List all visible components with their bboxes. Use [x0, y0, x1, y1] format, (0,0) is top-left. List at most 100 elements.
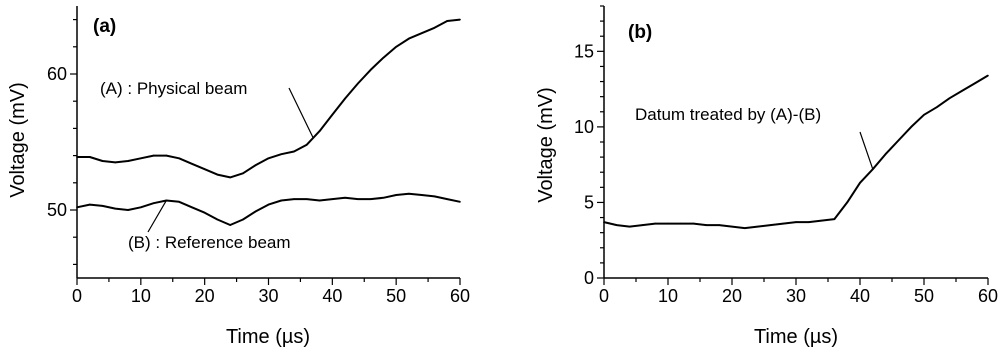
data-point	[654, 222, 656, 225]
data-point	[318, 130, 321, 132]
data-point	[616, 224, 618, 226]
data-point	[718, 224, 720, 226]
data-point	[178, 157, 180, 160]
data-point	[254, 164, 257, 166]
data-point	[101, 205, 104, 207]
data-point	[667, 222, 669, 225]
data-point	[140, 157, 142, 160]
data-point	[692, 222, 695, 225]
x-tick-label: 60	[450, 286, 470, 306]
data-point	[114, 161, 117, 164]
data-point	[88, 156, 91, 158]
data-point	[152, 202, 155, 204]
data-point	[705, 224, 708, 226]
data-point	[331, 198, 334, 200]
y-axis-title: Voltage (mV)	[535, 87, 557, 203]
x-tick-label: 20	[722, 286, 742, 306]
data-point	[756, 225, 759, 228]
data-point	[744, 227, 746, 229]
data-point	[395, 46, 397, 48]
data-point	[808, 221, 810, 223]
annotation-leader	[859, 131, 874, 170]
data-point	[420, 32, 423, 34]
series-line-0	[77, 18, 461, 179]
x-tick-label: 50	[386, 286, 406, 306]
data-point	[357, 198, 359, 200]
data-point	[140, 206, 142, 209]
data-point	[641, 224, 644, 226]
data-point	[76, 156, 78, 158]
x-tick-label: 0	[599, 286, 609, 306]
data-point	[395, 194, 397, 196]
y-tick-label: 10	[574, 117, 594, 137]
data-point	[459, 18, 461, 21]
data-point	[446, 198, 449, 200]
data-point	[101, 160, 104, 162]
data-point	[344, 196, 346, 199]
data-point	[769, 224, 772, 226]
data-point	[280, 153, 283, 156]
data-point	[433, 195, 436, 198]
data-point	[408, 37, 410, 40]
data-point	[459, 201, 461, 203]
data-point	[344, 97, 346, 100]
annotation-leader	[288, 87, 314, 139]
data-point	[88, 203, 91, 206]
x-tick-label: 20	[195, 286, 215, 306]
data-point	[293, 198, 295, 200]
series-line-1	[76, 192, 461, 226]
data-point	[795, 221, 797, 223]
data-point	[369, 198, 372, 200]
data-point	[420, 194, 423, 196]
data-point	[127, 209, 129, 211]
data-point	[433, 26, 436, 29]
x-tick-label: 10	[658, 286, 678, 306]
data-point	[369, 69, 372, 71]
x-tick-label: 0	[72, 286, 82, 306]
data-point	[306, 143, 308, 146]
data-point	[229, 224, 231, 226]
x-tick-label: 50	[914, 286, 934, 306]
y-tick-label: 50	[47, 200, 67, 220]
data-point	[293, 150, 295, 153]
y-tick-label: 15	[574, 41, 594, 61]
y-tick-label: 5	[584, 192, 594, 212]
data-point	[846, 201, 848, 204]
data-point	[165, 154, 168, 157]
y-axis-title: Voltage (mV)	[7, 82, 29, 198]
data-point	[731, 225, 733, 228]
data-point	[987, 74, 989, 77]
annotation-text: Datum treated by (A)-(B)	[635, 105, 821, 124]
data-point	[603, 221, 605, 223]
data-point	[114, 207, 117, 210]
data-point	[152, 154, 155, 157]
x-axis-title: Time (µs)	[226, 326, 310, 348]
data-point	[961, 89, 964, 92]
data-point	[948, 97, 951, 99]
x-tick-label: 30	[786, 286, 806, 306]
data-point	[408, 192, 410, 195]
annotation-text: (B) : Reference beam	[128, 233, 291, 252]
data-point	[216, 173, 219, 176]
annotation-text: (A) : Physical beam	[100, 79, 247, 98]
data-point	[127, 160, 129, 162]
data-point	[859, 182, 861, 184]
data-point	[446, 20, 449, 22]
data-point	[923, 114, 925, 116]
data-point	[242, 218, 244, 221]
data-point	[382, 56, 385, 59]
x-tick-label: 30	[258, 286, 278, 306]
data-point	[357, 82, 359, 85]
y-tick-label: 60	[47, 64, 67, 84]
data-point	[191, 206, 193, 209]
chart-panel-a: (a) Voltage (mV) Time (µs) 0 10 20 30 40 50 60…	[7, 6, 470, 348]
data-point	[280, 199, 283, 202]
data-point	[820, 219, 823, 222]
data-point	[680, 222, 682, 225]
data-point	[897, 139, 900, 142]
data-point	[76, 206, 78, 209]
x-axis-title: Time (µs)	[754, 326, 838, 348]
data-point	[191, 162, 193, 165]
x-tick-label: 10	[131, 286, 151, 306]
panel-label: (a)	[93, 16, 116, 37]
